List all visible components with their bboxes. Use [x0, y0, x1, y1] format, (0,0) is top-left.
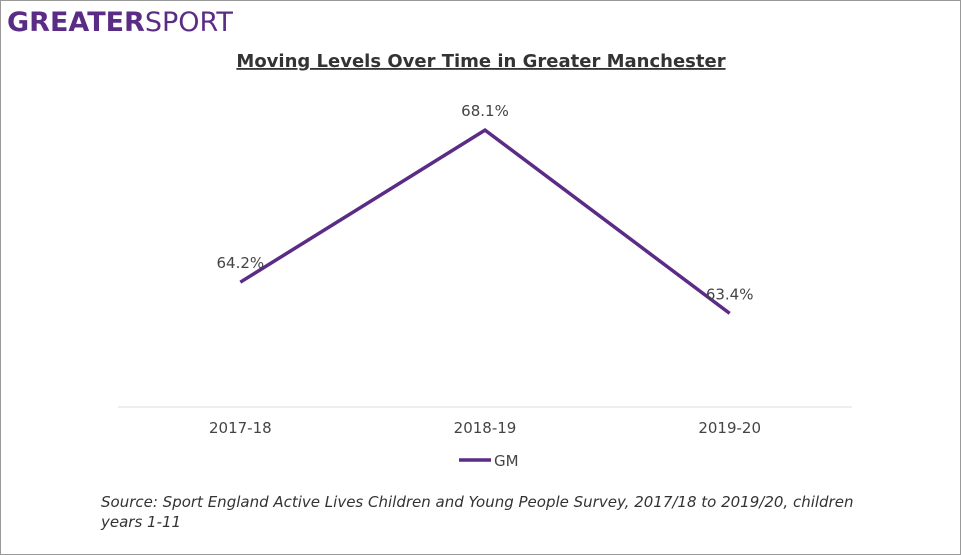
- x-tick-label: 2019-20: [698, 419, 761, 437]
- x-tick-label: 2017-18: [209, 419, 272, 437]
- data-label: 68.1%: [461, 102, 509, 120]
- legend-label: GM: [494, 452, 519, 470]
- brand-logo: GREATERSPORT: [7, 7, 233, 38]
- brand-bold: GREATER: [7, 7, 145, 38]
- brand-light: SPORT: [145, 7, 233, 38]
- chart-title: Moving Levels Over Time in Greater Manch…: [236, 51, 725, 72]
- data-line: [239, 127, 731, 315]
- data-label: 63.4%: [706, 285, 754, 303]
- source-note: Source: Sport England Active Lives Child…: [101, 493, 854, 531]
- data-label: 64.2%: [217, 254, 265, 272]
- x-tick-label: 2018-19: [454, 419, 517, 437]
